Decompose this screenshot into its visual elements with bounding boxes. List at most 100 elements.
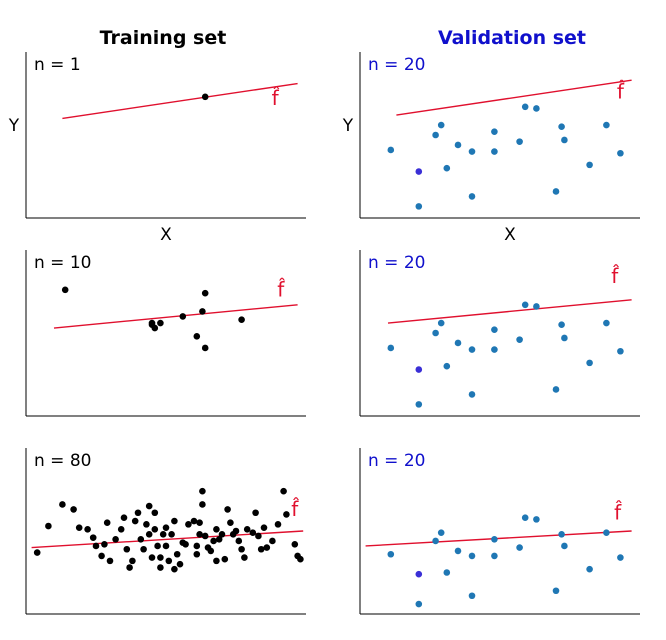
training-point [140,545,147,553]
validation-point [552,188,560,195]
training-point [283,511,290,518]
training-point [201,532,209,540]
validation-point [561,136,568,144]
validation-point [432,329,439,337]
training-point [238,316,245,324]
training-point [215,536,223,543]
validation-point [521,301,529,309]
x-axis-label: X [160,225,172,245]
training-point [154,542,161,550]
validation-point [617,149,624,157]
training-point [112,536,119,543]
validation-point [432,537,439,545]
validation-point [533,516,540,523]
training-point [207,547,215,555]
training-point [33,549,41,556]
training-point [151,324,159,332]
training-point [171,565,178,573]
training-point [193,550,201,558]
training-point [255,532,262,540]
training-point [238,545,245,553]
validation-point [558,123,565,130]
panel-6: n = 20 f̂ [359,448,640,615]
panel-3: n = 10 f̂ [25,250,306,417]
validation-point [533,303,540,310]
validation-point [516,544,523,551]
training-point [89,534,97,541]
validation-point [603,529,610,536]
training-point [157,319,164,327]
training-point [143,521,150,528]
validation-point [521,514,529,522]
validation-point [491,552,498,560]
training-point [101,540,108,548]
validation-point [586,565,593,573]
validation-point [558,531,565,538]
sample-size-label: n = 20 [368,253,425,273]
training-point [260,524,268,531]
training-point [257,545,265,553]
training-point [162,542,170,550]
training-point [249,529,257,536]
training-point [103,519,111,526]
validation-point [443,569,451,576]
validation-point [617,347,624,355]
training-point [45,522,52,530]
training-point [213,557,220,565]
training-point [193,333,201,340]
training-point [291,540,299,548]
fitted-line [62,82,298,120]
validation-point [533,105,540,112]
validation-point [468,391,476,398]
training-point [221,555,229,563]
training-point [92,542,100,550]
training-point [59,501,66,508]
validation-point [387,550,395,558]
validation-point [443,164,451,172]
fitted-function-label: f̂ [614,500,622,524]
fitted-line [396,79,632,116]
validation-point [491,148,498,155]
validation-point [415,570,423,578]
sample-size-label: n = 10 [34,253,91,273]
training-point [171,517,178,525]
training-point [182,540,189,548]
validation-point [437,121,445,129]
validation-point [415,168,423,175]
validation-point [561,542,568,550]
fitted-function-label: f̂ [291,497,299,521]
validation-point [415,203,423,210]
training-point [263,544,271,551]
training-point [131,517,139,525]
validation-point [561,334,568,342]
validation-point [603,319,610,327]
validation-point [437,319,445,327]
panel-5: n = 80 f̂ [25,448,306,615]
fitted-function-label: f̂ [617,79,625,103]
validation-point [586,359,593,367]
fitted-function-label: f̂ [272,86,280,110]
training-point [199,308,206,315]
x-axis-label: X [504,225,516,245]
sample-size-label: n = 1 [34,55,81,75]
training-point [148,554,156,561]
training-point [274,521,282,528]
validation-point [454,141,462,149]
training-point [235,537,243,545]
validation-point [586,161,593,169]
training-point [199,501,206,508]
training-point [224,506,231,513]
validation-point [603,121,610,129]
validation-point [516,138,523,145]
training-point [196,531,203,538]
training-point [157,554,164,561]
training-point [176,560,184,568]
training-point [70,506,77,513]
fitted-line [53,304,298,329]
validation-point [443,362,451,370]
training-point [280,487,287,495]
training-point [199,487,206,495]
training-point [117,526,125,533]
